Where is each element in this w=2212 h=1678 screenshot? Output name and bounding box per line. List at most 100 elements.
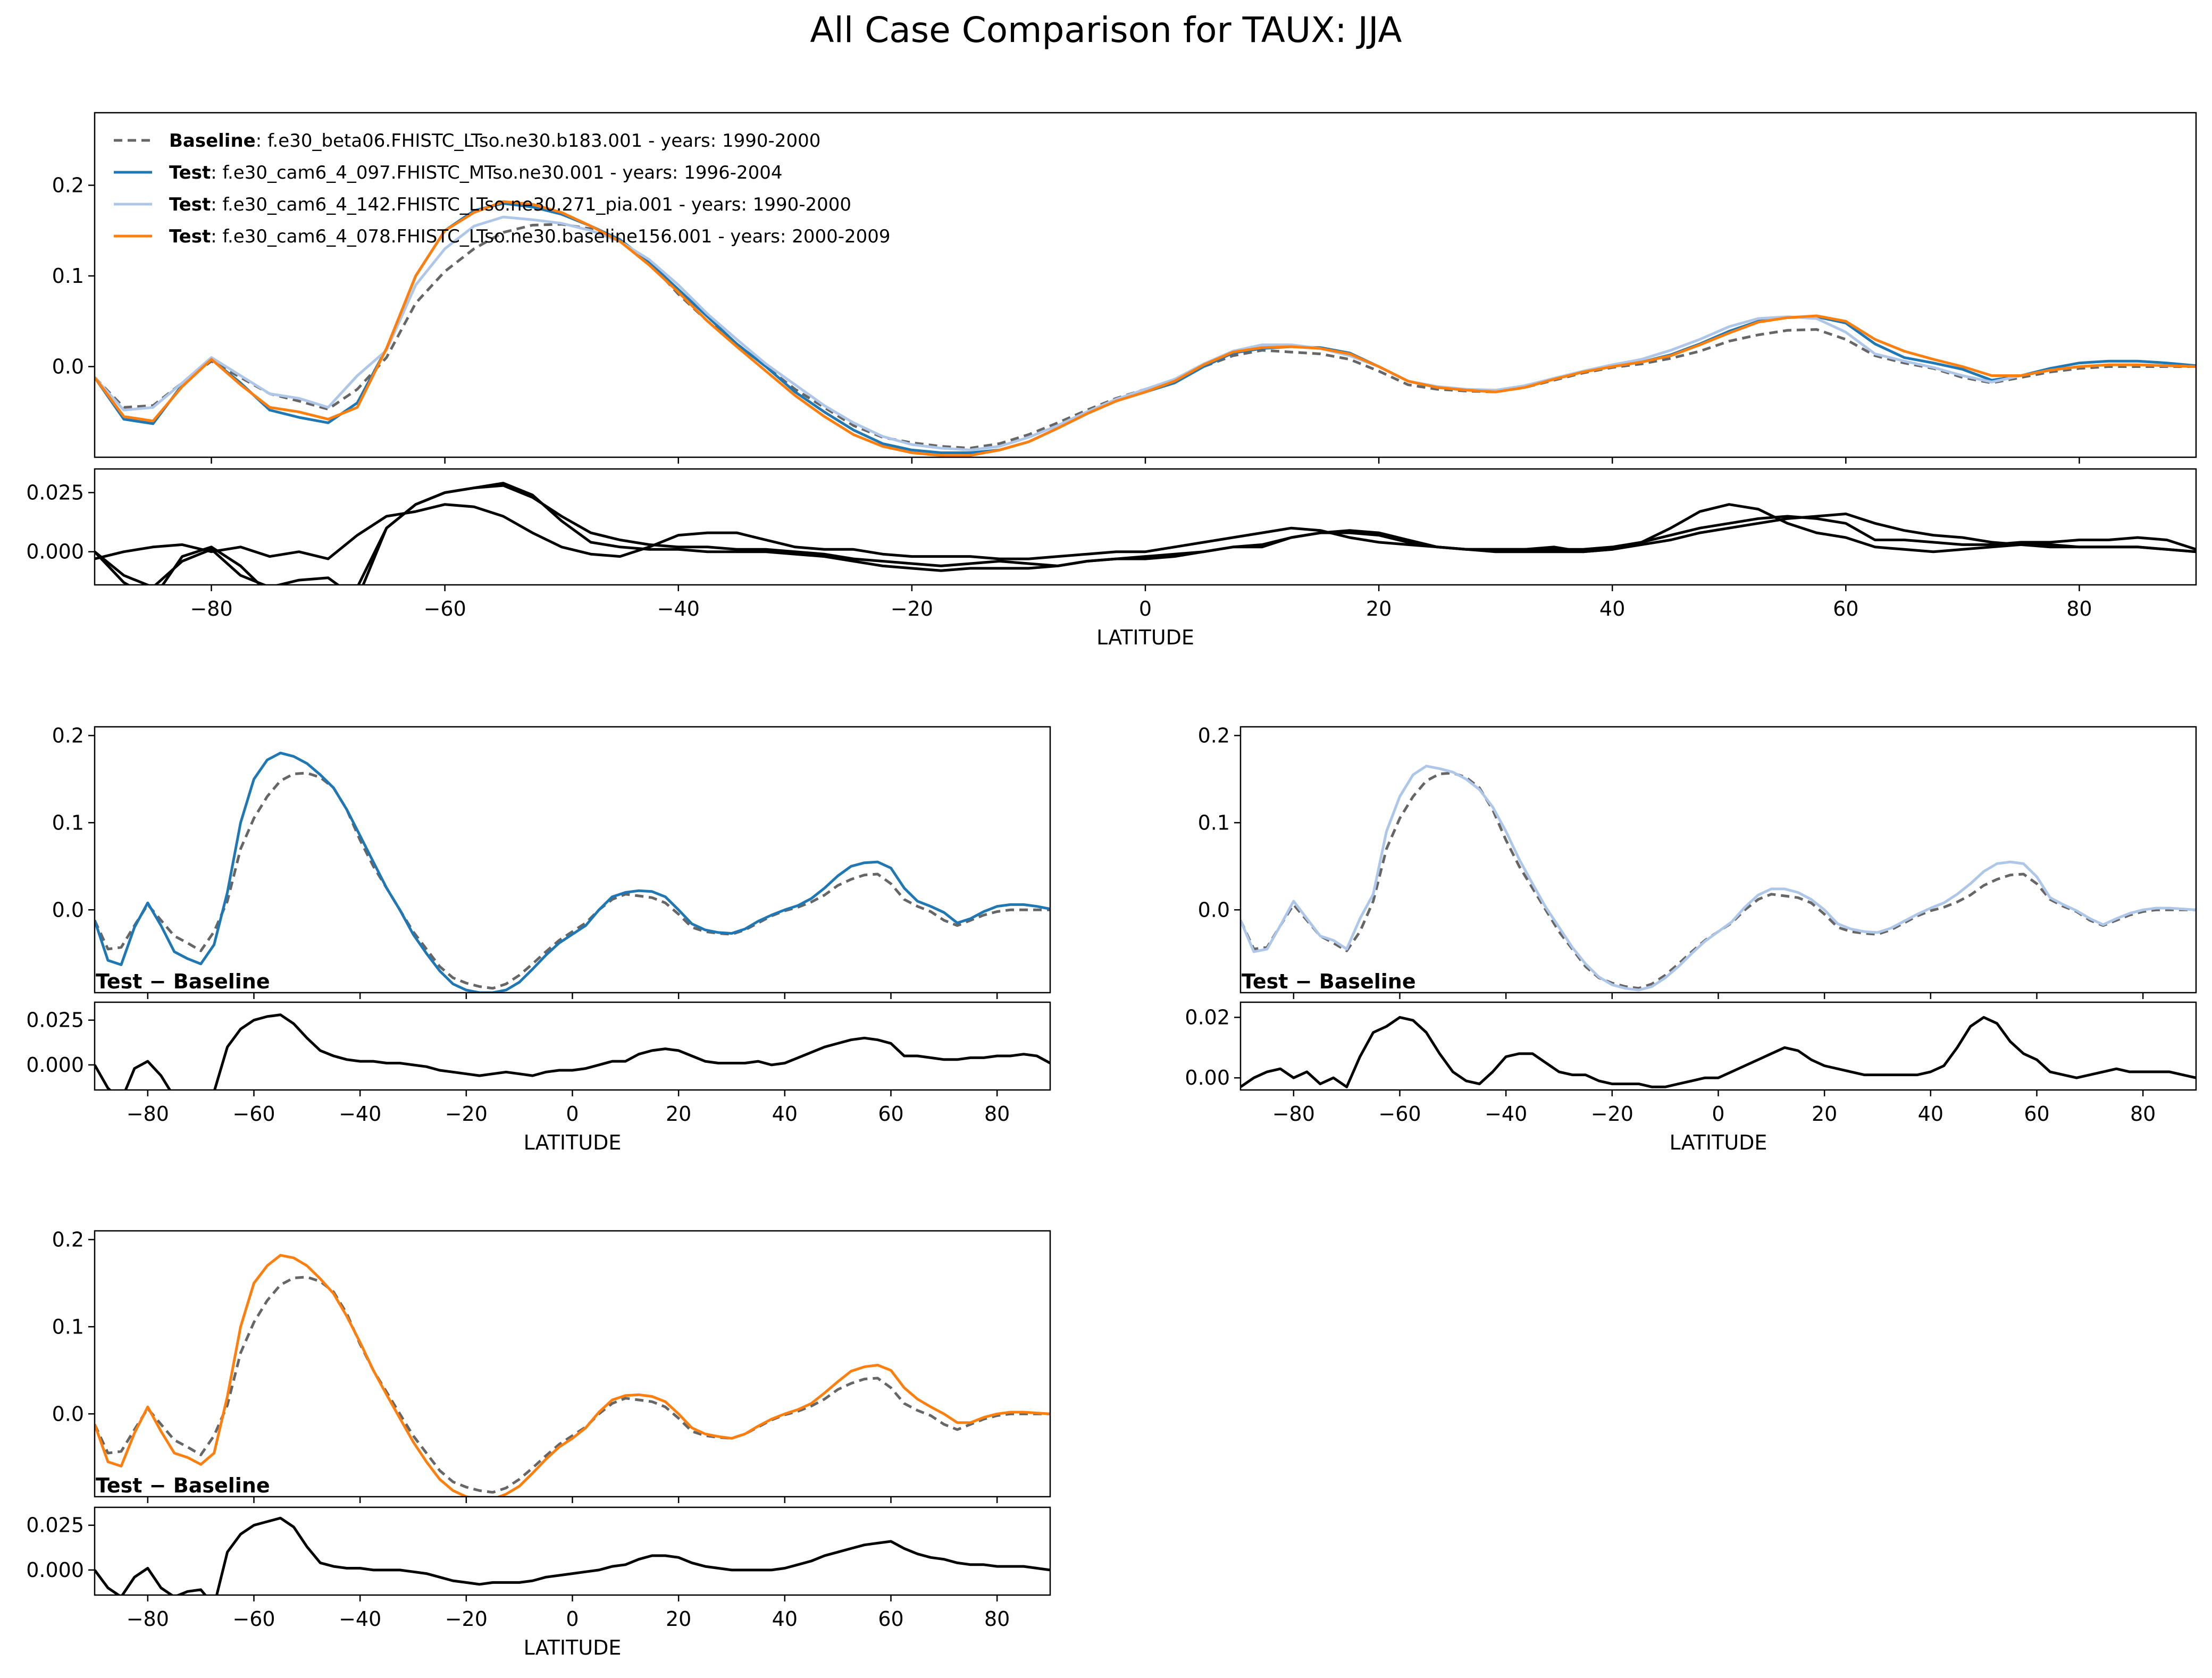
x-tick-label: 60: [2024, 1102, 2049, 1126]
series-line-baseline: [1241, 771, 2196, 990]
y-tick-label: 0.00: [1185, 1066, 1230, 1089]
x-tick-label: −20: [1591, 1102, 1633, 1126]
legend-entry-test1: Test: f.e30_cam6_4_097.FHISTC_MTso.ne30.…: [169, 162, 783, 183]
x-axis-label: LATITUDE: [524, 1131, 622, 1154]
x-tick-label: 60: [878, 1607, 903, 1631]
x-tick-label: −80: [127, 1607, 169, 1631]
x-tick-label: 80: [984, 1607, 1010, 1631]
legend-entry-text: : f.e30_cam6_4_142.FHISTC_LTso.ne30.271_…: [211, 194, 851, 215]
panel-4-diff-axes: 0.000 0.025 −80 −60 −40 −20 0 20 40 60 80 LATITUDE: [26, 1506, 1051, 1659]
panel-2-main-series-group: [95, 751, 1050, 993]
x-tick-label: 40: [772, 1102, 798, 1126]
series-line-test3: [95, 200, 2196, 457]
panel-4-diff-series-group: [95, 1516, 1050, 1595]
x-tick-label: −80: [190, 597, 232, 620]
y-tick-label: 0.0: [52, 355, 84, 378]
panel-2-diff-frame: [94, 1001, 1051, 1091]
y-tick-label: 0.2: [52, 173, 84, 197]
series-line-diff2: [95, 503, 2196, 560]
panel-2-diff-axes: 0.000 0.025 −80 −60 −40 −20 0 20 40 60 80 LATITUDE: [26, 1001, 1051, 1154]
panel-1-diff-axes: 0.000 0.025 −80 −60 −40 −20 0 20 40 60 80 LATITUDE: [26, 468, 2197, 649]
panel-1-main-series-group: [95, 200, 2196, 457]
x-tick-label: −60: [232, 1102, 275, 1126]
x-tick-label: 60: [1833, 597, 1858, 620]
x-tick-label: −20: [445, 1102, 488, 1126]
series-line-diff3: [95, 1516, 1050, 1595]
figure-title: All Case Comparison for TAUX: JJA: [810, 10, 1402, 51]
x-tick-label: 20: [666, 1607, 691, 1631]
x-axis-label: LATITUDE: [524, 1636, 622, 1659]
legend-entry-bold: Test: [169, 226, 211, 247]
x-tick-label: 20: [1366, 597, 1392, 620]
y-tick-label: 0.2: [52, 724, 84, 747]
y-tick-label: 0.0: [52, 898, 84, 921]
x-tick-label: 40: [1918, 1102, 1943, 1126]
x-tick-label: −40: [339, 1102, 381, 1126]
diff-panel-label: Test − Baseline: [96, 1474, 270, 1497]
legend-entry-test3: Test: f.e30_cam6_4_078.FHISTC_LTso.ne30.…: [169, 226, 891, 247]
series-line-test2: [95, 215, 2196, 451]
panel-4-main-axes: 0.0 0.1 0.2 Test − Baseline: [52, 1228, 1051, 1503]
legend-entry-bold: Test: [169, 162, 211, 183]
y-tick-label: 0.025: [26, 1514, 84, 1537]
y-tick-label: 0.2: [1198, 724, 1230, 747]
series-line-test2: [1241, 765, 2196, 992]
x-tick-label: 0: [566, 1102, 579, 1126]
x-tick-label: 40: [772, 1607, 798, 1631]
legend-entry-text: : f.e30_cam6_4_078.FHISTC_LTso.ne30.base…: [211, 226, 890, 247]
y-tick-label: 0.000: [26, 1558, 84, 1582]
x-tick-label: 0: [566, 1607, 579, 1631]
legend-entry-bold: Test: [169, 194, 211, 215]
x-tick-label: 60: [878, 1102, 903, 1126]
x-tick-label: 20: [666, 1102, 691, 1126]
y-tick-label: 0.025: [26, 1009, 84, 1032]
legend-entry-text: : f.e30_cam6_4_097.FHISTC_MTso.ne30.001 …: [211, 162, 782, 183]
x-tick-label: −60: [424, 597, 466, 620]
legend-entry-bold: Baseline: [169, 130, 256, 152]
series-line-diff3: [95, 482, 2196, 585]
panel-1-diff-series-group: [95, 482, 2196, 585]
y-tick-label: 0.1: [52, 1315, 84, 1338]
panel-1-main-axes: 0.0 0.1 0.2 Baseline: f.e30_beta06.FHISTC_L…: [52, 112, 2197, 464]
series-line-diff1: [95, 484, 2196, 585]
panel-4-diff-frame: [94, 1506, 1051, 1596]
y-tick-label: 0.1: [1198, 811, 1230, 834]
y-tick-label: 0.2: [52, 1228, 84, 1251]
x-tick-label: −80: [127, 1102, 169, 1126]
diff-panel-label: Test − Baseline: [1242, 970, 1416, 993]
series-line-diff1: [95, 1013, 1050, 1090]
y-tick-label: 0.025: [26, 481, 84, 504]
series-line-test1: [95, 751, 1050, 993]
panel-3-main-axes: 0.0 0.1 0.2 Test − Baseline: [1198, 724, 2197, 999]
series-line-diff2: [1241, 1016, 2196, 1088]
diff-panel-label: Test − Baseline: [96, 970, 270, 993]
x-tick-label: 80: [2130, 1102, 2156, 1126]
x-tick-label: −40: [657, 597, 700, 620]
y-tick-label: 0.02: [1185, 1005, 1230, 1029]
x-tick-label: 80: [984, 1102, 1010, 1126]
x-tick-label: −80: [1272, 1102, 1315, 1126]
y-tick-label: 0.0: [52, 1402, 84, 1425]
series-line-baseline: [95, 223, 2196, 450]
panel-3-diff-axes: 0.00 0.02 −80 −60 −40 −20 0 20 40 60 80 LATITUDE: [1185, 1001, 2197, 1154]
panel-2-main-axes: 0.0 0.1 0.2 Test − Baseline: [52, 724, 1051, 999]
series-line-test3: [95, 1254, 1050, 1497]
legend-entry-baseline: Baseline: f.e30_beta06.FHISTC_LTso.ne30.…: [169, 130, 820, 152]
x-tick-label: 0: [1139, 597, 1152, 620]
x-tick-label: 40: [1599, 597, 1625, 620]
series-line-baseline: [95, 771, 1050, 990]
legend-entry-text: : f.e30_beta06.FHISTC_LTso.ne30.b183.001…: [256, 130, 821, 152]
x-tick-label: −60: [1378, 1102, 1421, 1126]
legend: Baseline: f.e30_beta06.FHISTC_LTso.ne30.…: [114, 130, 891, 247]
x-tick-label: 20: [1812, 1102, 1837, 1126]
y-tick-label: 0.000: [26, 1053, 84, 1077]
panel-3-diff-series-group: [1241, 1016, 2196, 1088]
panel-4-main-series-group: [95, 1254, 1050, 1497]
panel-3-main-series-group: [1241, 765, 2196, 992]
x-axis-label: LATITUDE: [1096, 626, 1194, 649]
x-tick-label: 80: [2066, 597, 2092, 620]
x-tick-label: −20: [445, 1607, 488, 1631]
x-tick-label: −40: [1485, 1102, 1527, 1126]
y-tick-label: 0.1: [52, 264, 84, 288]
series-line-baseline: [95, 1276, 1050, 1494]
